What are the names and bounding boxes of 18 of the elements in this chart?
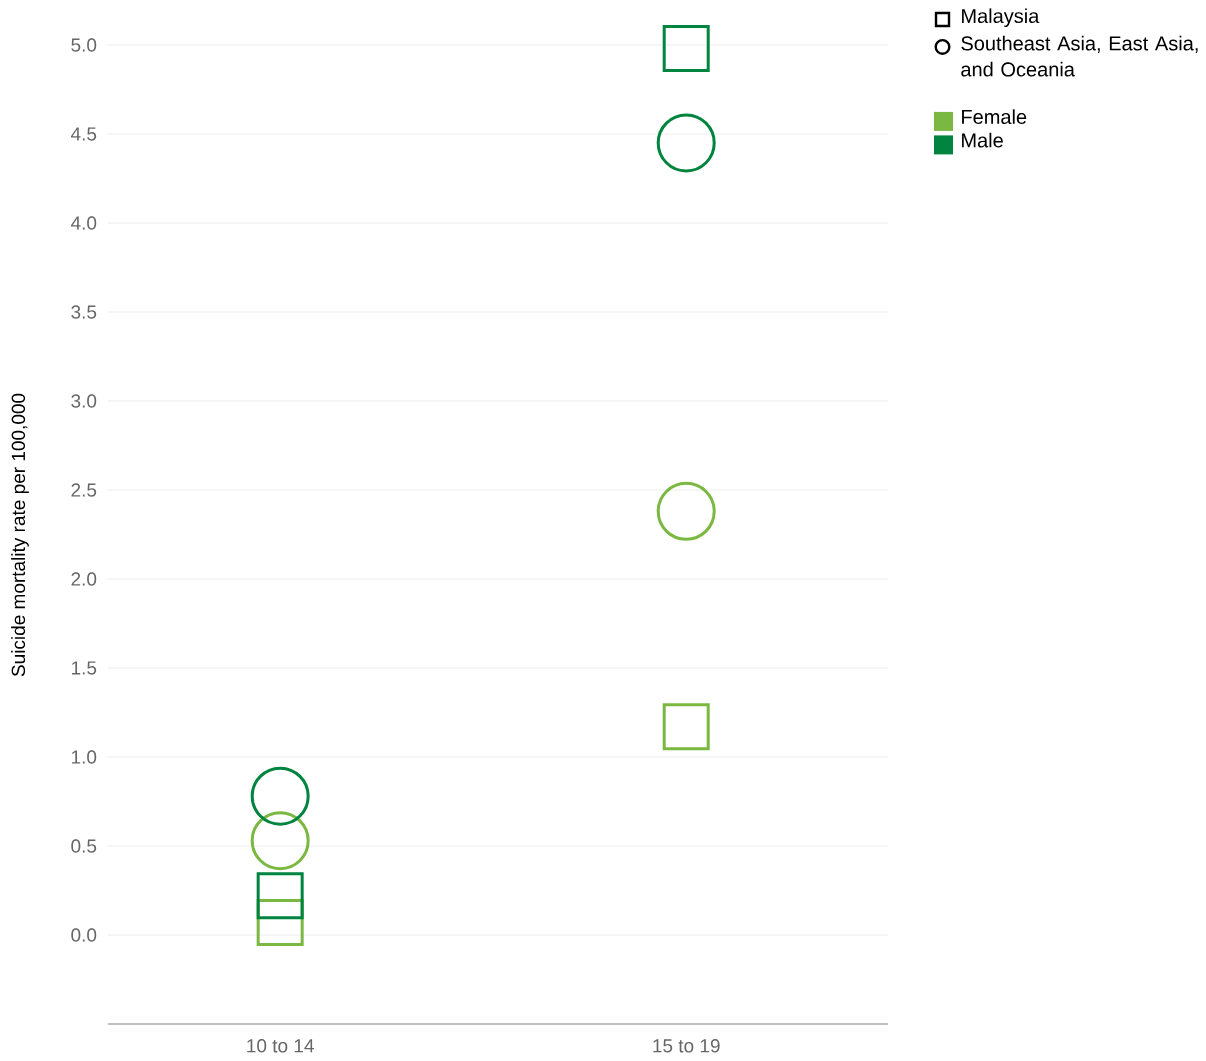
y-tick-label: 0.0 <box>71 928 97 942</box>
y-tick-label: 4.0 <box>70 216 97 230</box>
legend-label: Male <box>962 132 1003 148</box>
legend-label: Female <box>962 109 1027 124</box>
y-tick-label: 2.5 <box>71 483 97 497</box>
text: Malaysia <box>962 8 1040 28</box>
x-tick-label: 10 to 14 <box>247 1039 314 1053</box>
y-tick-label: 4.5 <box>70 127 97 141</box>
y-tick-label: 1.5 <box>71 661 97 675</box>
y-tick-label: 3.0 <box>71 394 97 408</box>
y-axis-title: Suicide mortality rate per 100,000 <box>11 393 29 677</box>
y-tick-label: 3.5 <box>71 305 97 319</box>
y-tick-label: 2.0 <box>71 572 97 586</box>
x-tick-label: 15 to 19 <box>653 1039 720 1053</box>
text: Southeast Asia, East Asia, and Oceania <box>961 35 1198 77</box>
y-tick-label: 0.5 <box>71 839 97 853</box>
y-tick-label: 1.0 <box>71 750 97 764</box>
y-tick-label: 5.0 <box>71 38 97 52</box>
